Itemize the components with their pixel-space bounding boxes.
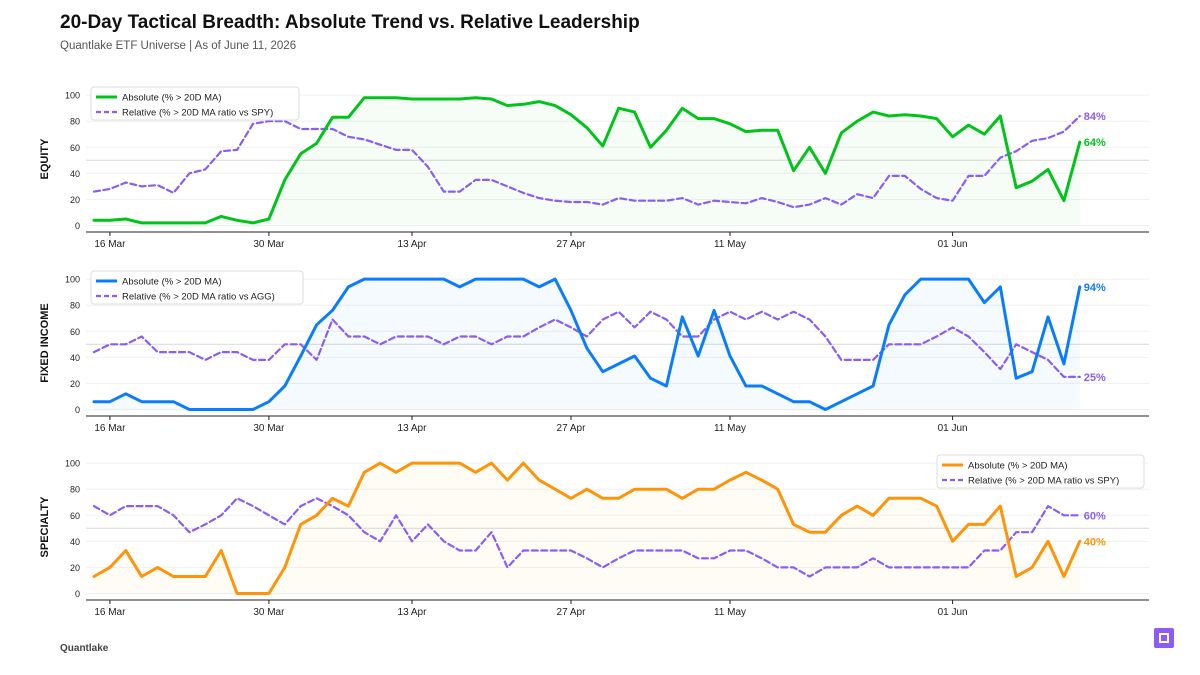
relative-series-line xyxy=(92,114,1081,209)
x-tick-label: 27 Apr xyxy=(557,239,587,250)
y-tick-label: 20 xyxy=(70,195,80,205)
x-tick-label: 01 Jun xyxy=(938,607,968,618)
y-tick-label: 80 xyxy=(70,485,80,495)
y-tick-label: 80 xyxy=(70,117,80,127)
legend-entry: Absolute (% > 20D MA) xyxy=(122,277,222,288)
relative-series-line xyxy=(92,310,1081,378)
footer-brand: Quantlake xyxy=(60,643,109,654)
legend: Absolute (% > 20D MA) Relative (% > 20D M… xyxy=(936,454,1145,489)
x-tick-label: 13 Apr xyxy=(398,423,428,434)
end-value-label: 25% xyxy=(1084,372,1106,384)
y-tick-label: 0 xyxy=(75,221,80,231)
x-tick-label: 16 Mar xyxy=(94,239,126,250)
x-tick-label: 16 Mar xyxy=(94,423,126,434)
x-tick-label: 01 Jun xyxy=(938,239,968,250)
y-tick-label: 40 xyxy=(70,537,80,547)
end-value-label: 94% xyxy=(1084,282,1106,294)
chart-panel-1: 0 20 40 60 80 100 16 Mar 30 Mar 13 Apr 27 Apr 11 M… xyxy=(39,86,1149,250)
x-tick-label: 11 May xyxy=(714,423,746,434)
x-tick-label: 27 Apr xyxy=(557,607,587,618)
y-tick-label: 20 xyxy=(70,379,80,389)
y-tick-label: 60 xyxy=(70,143,80,153)
y-tick-label: 100 xyxy=(65,275,80,285)
x-tick-label: 11 May xyxy=(714,239,746,250)
absolute-series-line xyxy=(92,96,1082,225)
y-tick-label: 80 xyxy=(70,301,80,311)
y-tick-label: 100 xyxy=(65,459,80,469)
legend-box xyxy=(936,454,1145,489)
chart-subtitle: Quantlake ETF Universe | As of June 11, … xyxy=(60,40,297,52)
y-tick-label: 60 xyxy=(70,511,80,521)
x-tick-label: 16 Mar xyxy=(94,607,126,618)
absolute-area-fill xyxy=(94,279,1080,410)
y-tick-label: 100 xyxy=(65,91,80,101)
absolute-series-line xyxy=(92,277,1082,411)
end-value-label: 84% xyxy=(1084,111,1106,123)
legend-entry: Absolute (% > 20D MA) xyxy=(968,461,1068,472)
chart-title: 20-Day Tactical Breadth: Absolute Trend … xyxy=(60,12,640,33)
x-tick-label: 13 Apr xyxy=(398,607,428,618)
legend-box xyxy=(90,86,300,121)
x-tick-label: 30 Mar xyxy=(253,607,285,618)
end-value-label: 40% xyxy=(1084,536,1106,548)
x-tick-label: 13 Apr xyxy=(398,239,428,250)
x-tick-label: 30 Mar xyxy=(253,423,285,434)
legend-entry: Relative (% > 20D MA ratio vs SPY) xyxy=(122,108,273,119)
y-axis-label: SPECIALTY xyxy=(39,496,51,558)
y-tick-label: 60 xyxy=(70,327,80,337)
x-tick-label: 30 Mar xyxy=(253,239,285,250)
y-axis-label: EQUITY xyxy=(39,138,51,180)
y-axis-label: FIXED INCOME xyxy=(39,303,51,382)
absolute-area-fill xyxy=(94,97,1080,226)
legend-entry: Relative (% > 20D MA ratio vs AGG) xyxy=(122,292,275,303)
legend-entry: Relative (% > 20D MA ratio vs SPY) xyxy=(968,476,1119,487)
chart-panel-3: 0 20 40 60 80 100 16 Mar 30 Mar 13 Apr 27 Apr 11 M… xyxy=(39,454,1149,618)
legend: Absolute (% > 20D MA) Relative (% > 20D M… xyxy=(90,270,304,305)
legend-box xyxy=(90,270,304,305)
brand-mark-icon xyxy=(1154,628,1174,648)
relative-series-line xyxy=(92,497,1081,578)
legend-entry: Absolute (% > 20D MA) xyxy=(122,93,222,104)
y-tick-label: 40 xyxy=(70,353,80,363)
y-tick-label: 40 xyxy=(70,169,80,179)
x-tick-label: 11 May xyxy=(714,607,746,618)
y-tick-label: 0 xyxy=(75,405,80,415)
y-tick-label: 0 xyxy=(75,589,80,599)
legend: Absolute (% > 20D MA) Relative (% > 20D M… xyxy=(90,86,300,121)
x-tick-label: 27 Apr xyxy=(557,423,587,434)
end-value-label: 64% xyxy=(1084,137,1106,149)
x-tick-label: 01 Jun xyxy=(938,423,968,434)
y-tick-label: 20 xyxy=(70,563,80,573)
absolute-area-fill xyxy=(94,463,1080,594)
absolute-series-line xyxy=(92,461,1082,595)
chart-panel-2: 0 20 40 60 80 100 16 Mar 30 Mar 13 Apr 27 Apr 11 M… xyxy=(39,270,1149,434)
end-value-label: 60% xyxy=(1084,510,1106,522)
